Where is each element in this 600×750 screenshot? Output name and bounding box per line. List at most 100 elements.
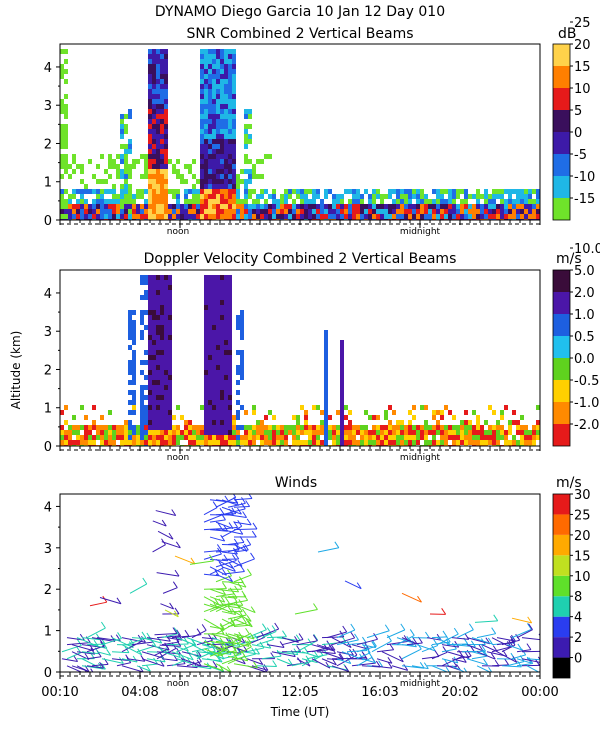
- snr-cell: [164, 109, 168, 114]
- wind-barb: [311, 644, 334, 652]
- snr-cell: [304, 194, 308, 199]
- wind-barb-feather: [371, 640, 377, 647]
- doppler-cell: [476, 415, 480, 420]
- snr-cell: [384, 194, 388, 199]
- snr-cell: [404, 204, 408, 209]
- wind-barb: [301, 658, 318, 664]
- doppler-cell: [168, 370, 172, 375]
- snr-cell: [536, 209, 540, 214]
- doppler-cell: [220, 430, 224, 435]
- doppler-cell: [156, 435, 160, 440]
- snr-cell: [488, 209, 492, 214]
- doppler-cell: [448, 435, 452, 440]
- doppler-cell: [524, 425, 528, 430]
- snr-cell: [204, 109, 208, 114]
- snr-cell: [260, 174, 264, 179]
- snr-cell: [408, 189, 412, 194]
- doppler-cell: [60, 440, 64, 445]
- wind-barb: [159, 644, 181, 647]
- snr-cell: [432, 209, 436, 214]
- snr-cell: [156, 84, 160, 89]
- snr-cell: [212, 154, 216, 159]
- doppler-cell: [228, 345, 232, 350]
- doppler-cell: [72, 430, 76, 435]
- snr-cell: [228, 109, 232, 114]
- snr-cell: [420, 199, 424, 204]
- doppler-cell: [140, 400, 144, 405]
- wind-barb: [356, 656, 373, 667]
- wind-barb-feather: [129, 638, 135, 646]
- wind-barb-feather: [469, 645, 475, 653]
- snr-cell: [164, 119, 168, 124]
- doppler-cell: [224, 410, 228, 415]
- wind-barb: [176, 658, 192, 664]
- doppler-cell: [84, 425, 88, 430]
- wind-barb-feather: [312, 634, 318, 642]
- wind-barb-feather: [352, 648, 358, 656]
- snr-cell: [148, 129, 152, 134]
- snr-cell: [232, 109, 236, 114]
- wind-barb-feather: [387, 634, 392, 642]
- doppler-cell: [212, 325, 216, 330]
- doppler-cell: [228, 360, 232, 365]
- wind-barb: [411, 665, 429, 670]
- snr-cell: [312, 189, 316, 194]
- doppler-cell: [444, 405, 448, 410]
- snr-cell: [388, 209, 392, 214]
- wind-barb-feather: [387, 657, 393, 664]
- wind-barb-feather: [350, 631, 356, 639]
- wind-barb-feather: [313, 650, 319, 658]
- snr-cell: [156, 64, 160, 69]
- snr-cell: [156, 194, 160, 199]
- snr-cell: [156, 139, 160, 144]
- wind-barb: [266, 644, 285, 648]
- snr-cell: [408, 194, 412, 199]
- doppler-cell: [168, 365, 172, 370]
- winds-colorbar-swatch: [553, 637, 570, 658]
- snr-cell: [220, 84, 224, 89]
- snr-cell: [216, 174, 220, 179]
- snr-cell: [108, 174, 112, 179]
- snr-cell: [160, 54, 164, 59]
- snr-cell: [112, 194, 116, 199]
- snr-cell: [160, 89, 164, 94]
- snr-cell: [232, 139, 236, 144]
- wind-barb-feather: [249, 632, 255, 640]
- doppler-cell: [64, 440, 68, 445]
- doppler-cell: [208, 275, 212, 280]
- snr-cell: [132, 214, 136, 219]
- doppler-cell: [308, 440, 312, 445]
- snr-cell: [464, 189, 468, 194]
- doppler-cell: [352, 440, 356, 445]
- wind-barb: [101, 637, 122, 646]
- wind-barb: [227, 640, 250, 647]
- wind-barb: [203, 663, 224, 672]
- snr-cell: [288, 214, 292, 219]
- doppler-cell: [444, 430, 448, 435]
- snr-heatmap-cells: [60, 49, 540, 220]
- snr-cell: [152, 169, 156, 174]
- snr-cell: [480, 204, 484, 209]
- snr-cell: [316, 189, 320, 194]
- wind-barb: [221, 603, 243, 606]
- wind-barb: [376, 658, 393, 664]
- wind-barb: [511, 654, 526, 660]
- doppler-colorbar-swatch: [553, 336, 570, 358]
- snr-cell: [200, 149, 204, 154]
- snr-cell: [304, 189, 308, 194]
- wind-barb: [209, 596, 225, 603]
- snr-cell: [512, 189, 516, 194]
- doppler-cell: [224, 305, 228, 310]
- doppler-cell: [512, 420, 516, 425]
- wind-barb: [91, 663, 109, 667]
- doppler-cell: [64, 420, 68, 425]
- wind-barb: [215, 648, 238, 654]
- doppler-cell: [400, 435, 404, 440]
- snr-cell: [128, 189, 132, 194]
- snr-cell: [216, 204, 220, 209]
- snr-cell: [224, 124, 228, 129]
- snr-cell: [244, 194, 248, 199]
- doppler-cell: [168, 285, 172, 290]
